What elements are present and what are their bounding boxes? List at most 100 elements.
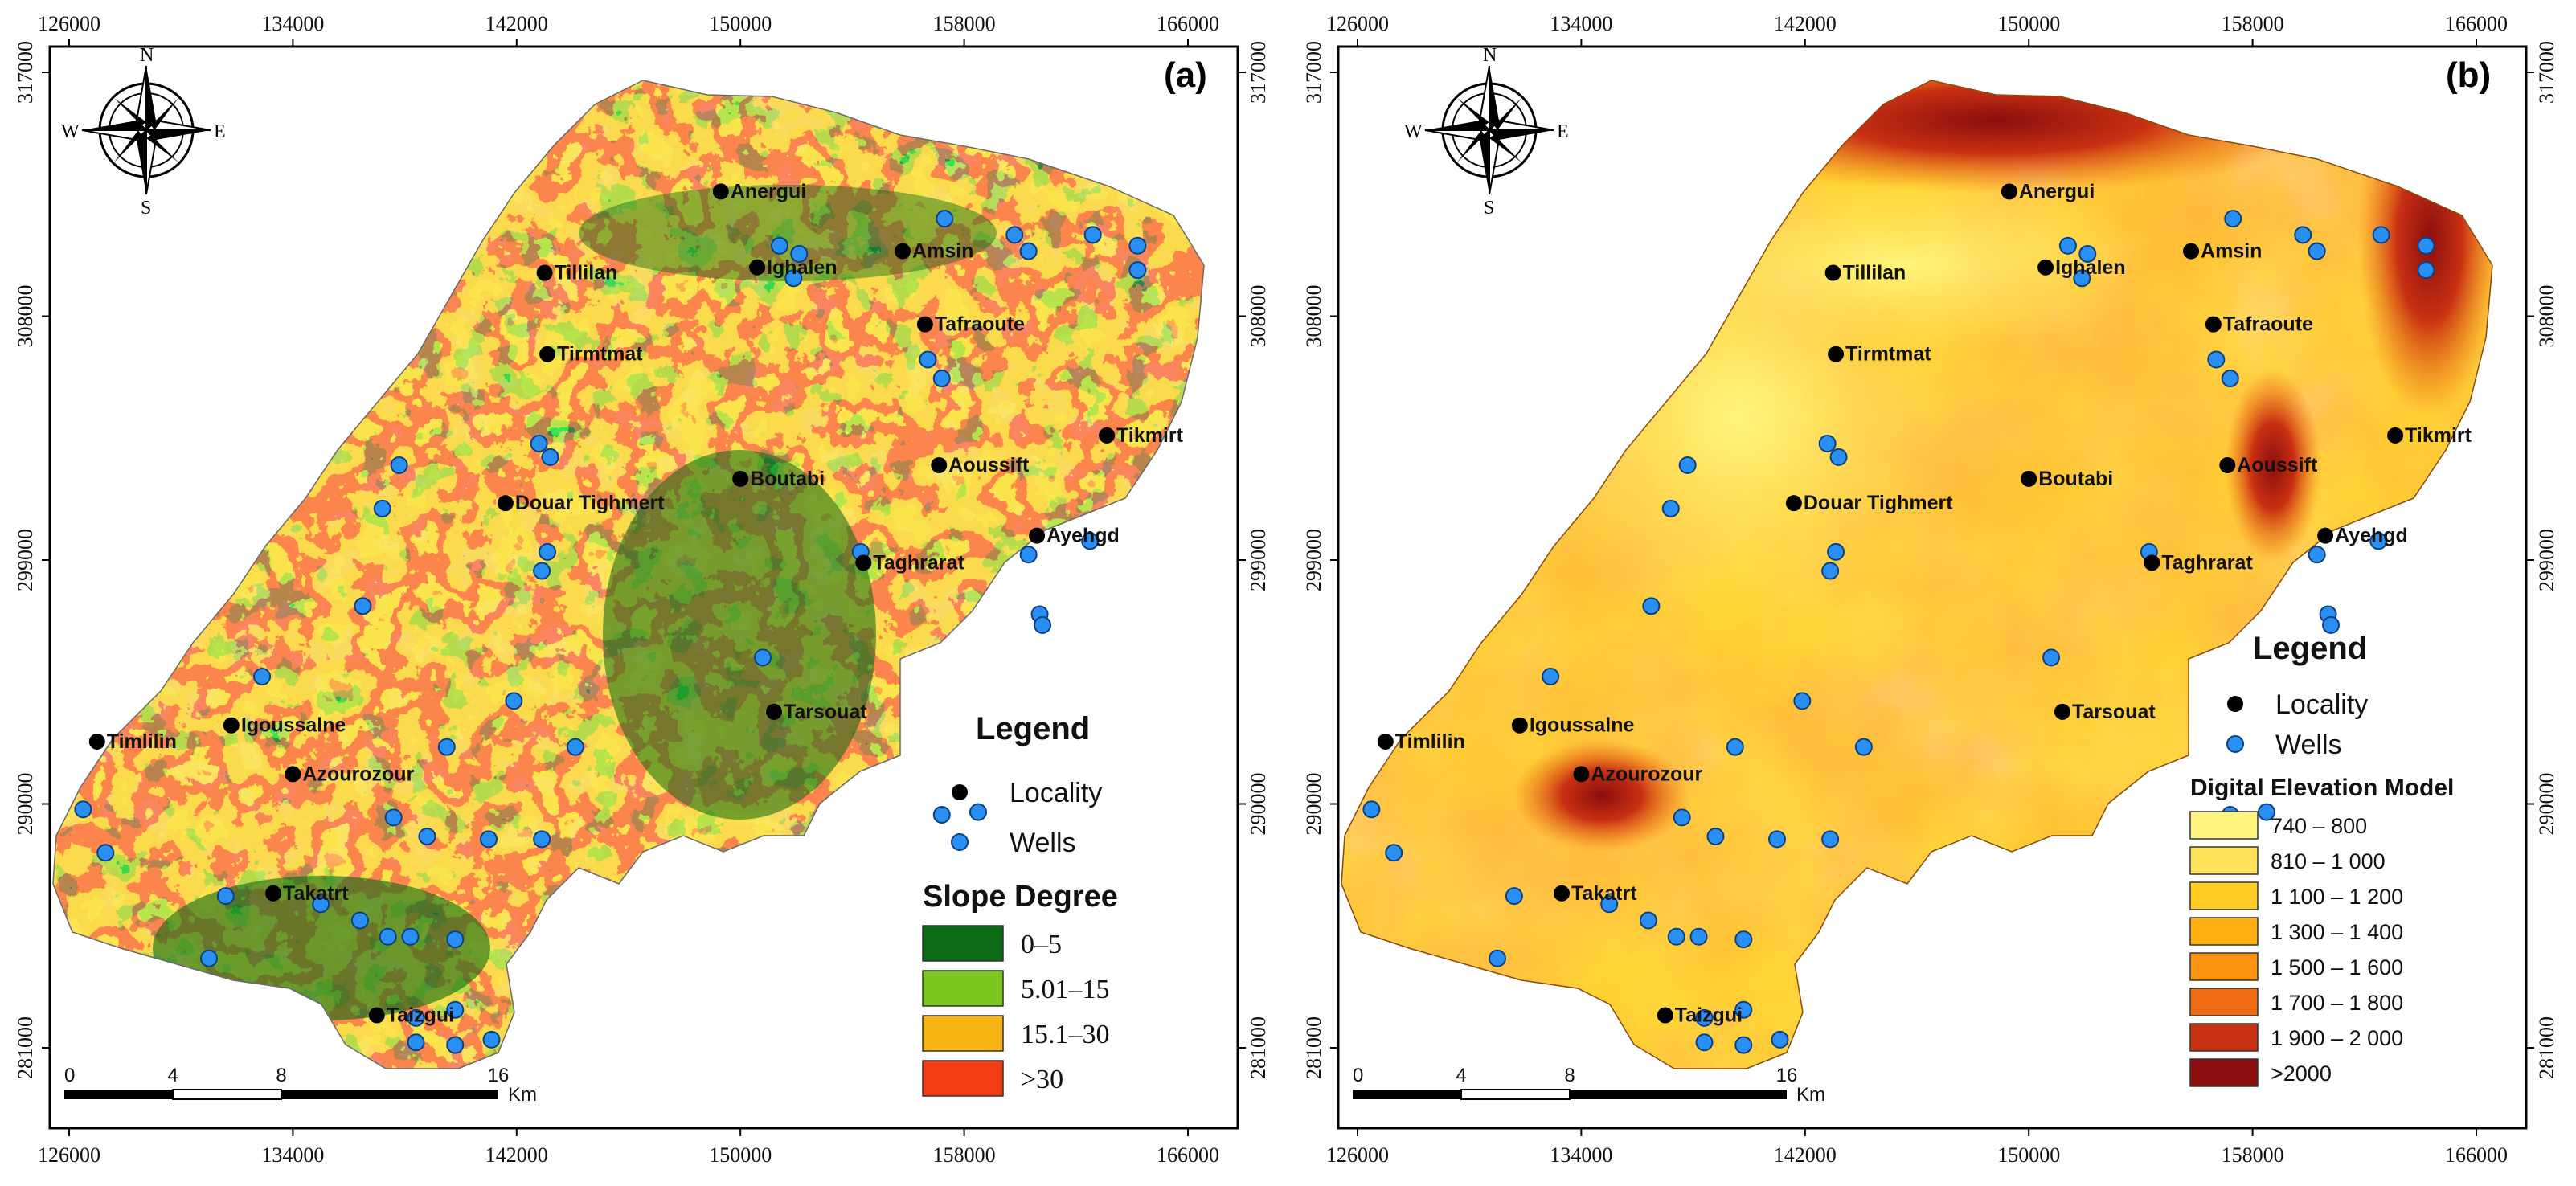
- well-point: [790, 244, 809, 263]
- well-point: [2078, 244, 2097, 263]
- well-point: [2042, 648, 2061, 667]
- well-point: [1818, 434, 1837, 452]
- locality-point: [88, 733, 105, 750]
- x-tick-label-top: 126000: [1326, 12, 1389, 35]
- locality-label: Tirmtmat: [1845, 343, 1931, 366]
- x-tick-label-top: 158000: [2222, 12, 2284, 35]
- x-tick-label-top: 142000: [485, 12, 548, 35]
- dem-map-panel: 126000 126000 134000 134000 142000 142000 1500…: [1288, 0, 2576, 1186]
- locality-label: Amsin: [2201, 240, 2262, 263]
- well-point: [1034, 615, 1052, 634]
- well-point: [541, 448, 559, 466]
- well-point: [1689, 927, 1708, 946]
- x-tick-label-bottom: 126000: [38, 1143, 100, 1167]
- locality-point: [2037, 259, 2054, 276]
- legend-class-label: 810 – 1 000: [2271, 849, 2386, 873]
- panel-label: (a): [1164, 55, 1207, 95]
- x-tick-label-top: 150000: [1997, 12, 2060, 35]
- locality-label: Tafraoute: [935, 313, 1025, 336]
- x-tick-label-top: 166000: [1157, 12, 1219, 35]
- locality-label: Ighalen: [767, 256, 838, 279]
- x-tick-label-bottom: 142000: [485, 1143, 548, 1167]
- compass-n: N: [140, 45, 154, 66]
- well-point: [1695, 1033, 1714, 1052]
- well-point: [2417, 236, 2435, 255]
- well-point: [379, 927, 397, 946]
- locality-point: [2205, 316, 2222, 333]
- locality-label: Takatrt: [1571, 882, 1637, 905]
- locality-label: Taizgui: [1675, 1004, 1743, 1027]
- locality-point: [1573, 766, 1590, 783]
- locality-label: Timlilin: [107, 730, 177, 753]
- well-point: [1081, 532, 1100, 550]
- legend-swatch: [922, 1015, 1004, 1052]
- wells-symbol: [951, 833, 969, 851]
- x-tick-label-top: 158000: [933, 12, 996, 35]
- legend-swatch: [2189, 846, 2259, 875]
- scale-label: 0: [1353, 1065, 1363, 1086]
- legend-class-label: 1 100 – 1 200: [2271, 885, 2403, 909]
- scale-label: 16: [1776, 1065, 1798, 1086]
- well-point: [1827, 542, 1845, 561]
- legend-class-label: 740 – 800: [2271, 814, 2367, 838]
- well-point: [1128, 236, 1147, 255]
- well-point: [407, 1033, 425, 1052]
- legend-swatch: [2189, 1023, 2259, 1052]
- locality-label: Timlilin: [1395, 730, 1465, 753]
- well-point: [446, 1036, 465, 1054]
- y-tick-label-right: 308000: [1247, 285, 1270, 348]
- locality-label: Tarsouat: [2072, 701, 2156, 723]
- locality-point: [2001, 183, 2017, 200]
- locality-point: [1824, 264, 1841, 281]
- x-tick-label-top: 142000: [1774, 12, 1837, 35]
- well-point: [446, 930, 465, 949]
- legend-class-label: 1 900 – 2 000: [2271, 1026, 2403, 1050]
- well-point: [2294, 226, 2312, 244]
- locality-label: Amsin: [912, 240, 973, 263]
- well-point: [566, 738, 584, 756]
- locality-point: [1377, 733, 1394, 750]
- well-point: [1821, 562, 1840, 580]
- legend-class-label: >30: [1021, 1065, 1063, 1094]
- y-tick-label-left: 290000: [14, 773, 37, 836]
- well-point: [1734, 1036, 1753, 1054]
- well-point: [1734, 930, 1753, 949]
- locality-symbol: [2227, 696, 2243, 712]
- scale-label: 8: [276, 1065, 286, 1086]
- scale-label: 4: [1456, 1065, 1466, 1086]
- legend-classes-title: Digital Elevation Model: [2190, 775, 2454, 801]
- x-tick-label-bottom: 150000: [1997, 1143, 2060, 1167]
- y-tick-label-left: 317000: [1302, 41, 1325, 104]
- compass-s: S: [1484, 198, 1494, 219]
- well-point: [312, 895, 330, 914]
- locality-point: [2021, 470, 2037, 487]
- locality-point: [712, 183, 729, 200]
- well-point: [1505, 887, 1523, 906]
- well-point: [1793, 692, 1812, 710]
- well-point: [1678, 456, 1697, 474]
- legend-class-label: 1 300 – 1 400: [2271, 920, 2403, 944]
- locality-label: Tillilan: [1843, 262, 1906, 284]
- basin-outline: [52, 80, 1205, 1069]
- well-point: [770, 236, 788, 255]
- scale-label: 8: [1564, 1065, 1575, 1086]
- locality-label: Ayehgd: [1046, 525, 1120, 547]
- legend-locality: Locality: [2275, 689, 2368, 720]
- locality-label: Taghrarat: [2161, 551, 2253, 574]
- locality-point: [2144, 554, 2160, 571]
- well-point: [200, 949, 218, 967]
- locality-label: Aoussift: [2237, 454, 2318, 476]
- locality-label: Ayehgd: [2335, 525, 2408, 547]
- x-tick-label-bottom: 134000: [1550, 1143, 1612, 1167]
- compass-rose-icon: N S E W: [1404, 45, 1569, 219]
- well-point: [1642, 597, 1661, 615]
- locality-point: [765, 703, 782, 720]
- well-point: [2221, 370, 2239, 388]
- x-tick-label-top: 134000: [1550, 12, 1612, 35]
- y-tick-label-right: 308000: [2535, 285, 2558, 348]
- locality-label: Taizgui: [387, 1004, 454, 1027]
- compass-s: S: [141, 198, 151, 219]
- well-point: [1667, 927, 1685, 946]
- y-tick-label-right: 281000: [2535, 1016, 2558, 1079]
